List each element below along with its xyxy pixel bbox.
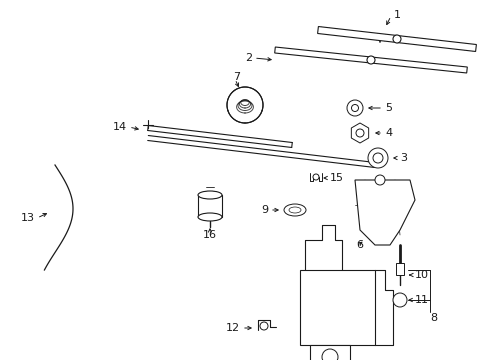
Bar: [309, 345, 349, 360]
Circle shape: [260, 322, 267, 330]
Ellipse shape: [198, 213, 222, 221]
Text: 9: 9: [260, 205, 267, 215]
Text: 11: 11: [414, 295, 428, 305]
Polygon shape: [317, 27, 475, 51]
Bar: [198, 195, 222, 217]
Text: 13: 13: [21, 213, 35, 223]
Circle shape: [392, 35, 400, 43]
Text: 6: 6: [355, 240, 362, 250]
Text: 14: 14: [113, 122, 127, 132]
Text: 3: 3: [399, 153, 406, 163]
Text: 4: 4: [384, 128, 391, 138]
Polygon shape: [274, 47, 467, 73]
Circle shape: [346, 100, 362, 116]
Text: 2: 2: [244, 53, 251, 63]
Circle shape: [392, 293, 406, 307]
Circle shape: [367, 148, 387, 168]
Ellipse shape: [284, 204, 305, 216]
Text: 10: 10: [414, 270, 428, 280]
Bar: [395, 263, 403, 275]
Polygon shape: [354, 180, 414, 245]
Text: 1: 1: [393, 10, 400, 20]
Text: 15: 15: [329, 173, 343, 183]
Circle shape: [374, 175, 384, 185]
Text: 12: 12: [225, 323, 240, 333]
Ellipse shape: [198, 191, 222, 199]
Circle shape: [312, 174, 318, 180]
Text: 7: 7: [232, 72, 240, 82]
Text: 5: 5: [384, 103, 391, 113]
Text: 16: 16: [203, 230, 217, 240]
Polygon shape: [350, 123, 368, 143]
Text: 8: 8: [429, 313, 436, 323]
Circle shape: [366, 56, 374, 64]
Bar: [299, 270, 374, 345]
